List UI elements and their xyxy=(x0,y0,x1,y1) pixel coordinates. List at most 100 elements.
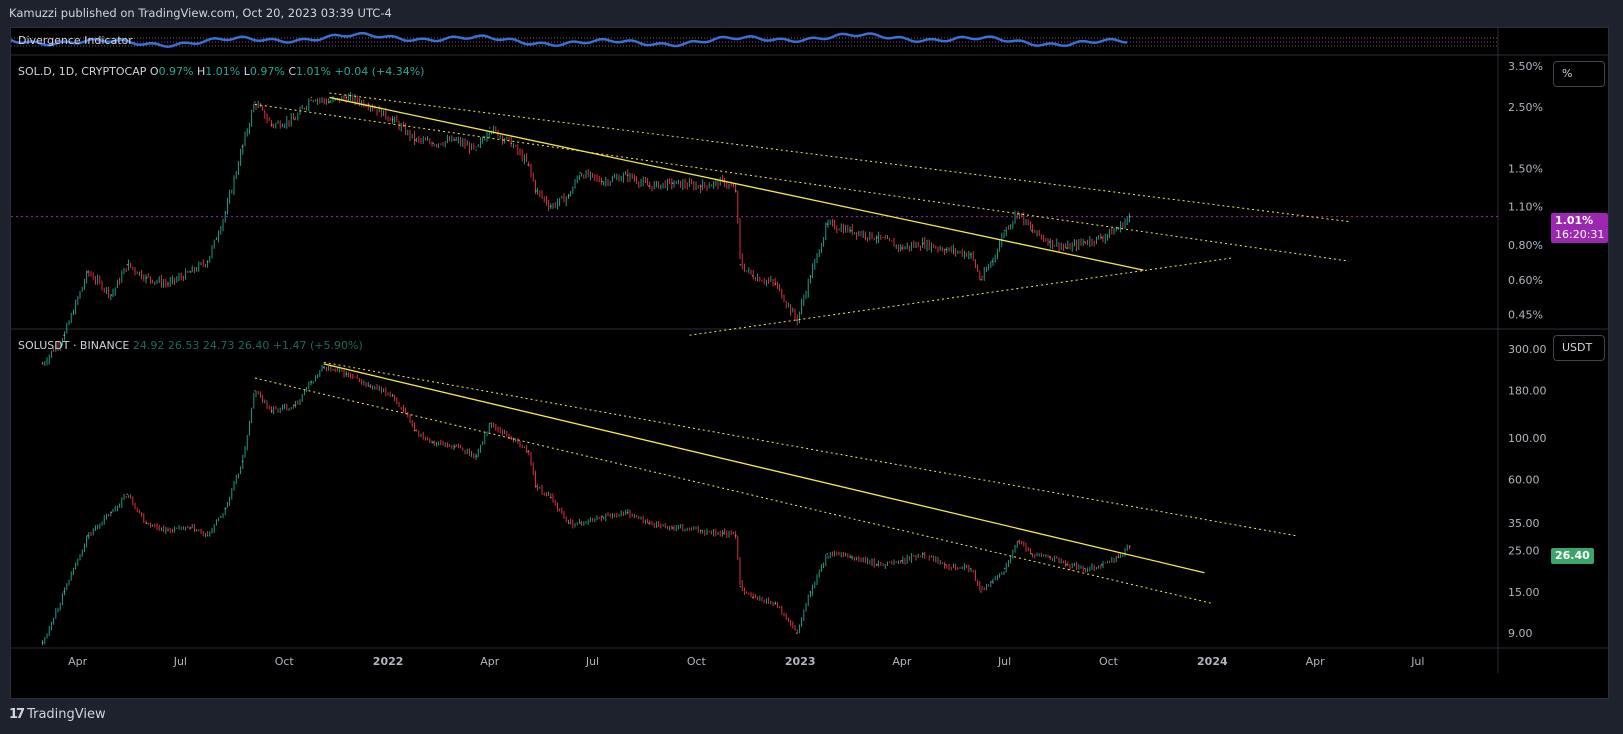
top-pane-legend: SOL.D, 1D, CRYPTOCAP O0.97% H1.01% L0.97… xyxy=(18,65,424,78)
top-data-point xyxy=(41,363,44,365)
x-axis-label: Jul xyxy=(173,655,187,668)
bottom-data-point xyxy=(1117,556,1120,559)
percent-scale-button[interactable]: % xyxy=(1553,61,1605,87)
usdt-scale-button[interactable]: USDT xyxy=(1553,335,1605,361)
top-data-point xyxy=(549,205,552,208)
top-data-point xyxy=(700,185,702,187)
bottom-data-point xyxy=(549,496,552,499)
bottom-data-point xyxy=(700,529,702,532)
top-data-point xyxy=(391,118,394,121)
top-data-point xyxy=(63,334,65,337)
bottom-data-point xyxy=(922,552,925,555)
top-data-point xyxy=(735,190,737,192)
bottom-data-point xyxy=(850,556,852,559)
bottom-change: +1.47 (+5.90%) xyxy=(272,339,363,352)
top-price-value: 1.01% xyxy=(1555,214,1594,227)
top-data-point xyxy=(453,139,456,141)
bottom-data-point xyxy=(368,385,370,387)
bottom-y-tick-label: 60.00 xyxy=(1508,474,1540,487)
bottom-data-point xyxy=(145,522,148,525)
bottom-data-point xyxy=(345,373,348,376)
top-data-point xyxy=(475,149,477,151)
top-data-point xyxy=(1048,241,1051,243)
bottom-data-point xyxy=(901,560,903,562)
top-y-tick-label: 0.80% xyxy=(1508,239,1543,252)
bottom-data-point xyxy=(567,522,570,525)
chart-frame[interactable]: 3.50% 2.50% 1.50% 1.10% 0.80% 0.60% 0.45% 300.0… xyxy=(10,27,1610,700)
top-data-point xyxy=(488,127,491,129)
bottom-data-point xyxy=(735,534,737,537)
top-data-point xyxy=(167,283,169,285)
top-data-point xyxy=(535,190,537,192)
top-c-label: C xyxy=(288,65,297,78)
bottom-y-tick-label: 180.00 xyxy=(1508,385,1547,398)
bottom-data-point xyxy=(739,585,742,588)
bottom-data-point xyxy=(752,596,754,599)
top-h-label: H xyxy=(197,65,206,78)
bottom-data-point xyxy=(167,529,169,532)
tradingview-logo[interactable]: 17 TradingView xyxy=(9,707,106,722)
top-trendline-solid xyxy=(329,96,1144,271)
bottom-data-point xyxy=(809,591,812,593)
bottom-data-point xyxy=(271,410,273,412)
bottom-data-point xyxy=(722,532,725,534)
top-data-point xyxy=(527,163,529,166)
top-data-point xyxy=(293,118,296,121)
bottom-data-point xyxy=(475,455,477,458)
top-data-point xyxy=(189,271,192,273)
bottom-data-point xyxy=(63,591,65,593)
x-axis-label: Apr xyxy=(1306,655,1326,668)
top-data-point xyxy=(1083,241,1086,243)
top-data-point xyxy=(796,319,798,322)
bottom-data-point xyxy=(224,507,227,510)
bottom-data-point xyxy=(991,580,993,583)
x-axis-label: 2022 xyxy=(373,655,404,668)
top-data-point xyxy=(1065,247,1068,249)
top-data-point xyxy=(310,96,313,99)
top-data-point xyxy=(579,172,581,174)
bottom-data-point xyxy=(1065,563,1068,566)
x-axis-label: Jul xyxy=(585,655,599,668)
bottom-data-point xyxy=(322,366,325,369)
top-open: 0.97% xyxy=(158,65,194,78)
bottom-data-point xyxy=(626,511,629,514)
top-data-point xyxy=(241,145,244,148)
top-data-point xyxy=(826,223,829,225)
bottom-data-point xyxy=(527,450,529,453)
bottom-data-point xyxy=(1003,567,1006,570)
bottom-y-tick-label: 100.00 xyxy=(1508,432,1547,445)
top-data-point xyxy=(648,185,650,187)
bottom-data-point xyxy=(774,602,777,605)
top-data-point xyxy=(626,174,629,177)
top-change: +0.04 (+4.34%) xyxy=(334,65,425,78)
bottom-data-point xyxy=(1048,556,1051,559)
bottom-data-point xyxy=(126,493,129,496)
bottom-data-point xyxy=(648,522,650,525)
bottom-data-point xyxy=(241,460,244,463)
bottom-y-tick-label: 25.00 xyxy=(1508,544,1540,557)
bottom-trendline-dotted xyxy=(254,377,1213,604)
chart-canvas[interactable]: 3.50% 2.50% 1.50% 1.10% 0.80% 0.60% 0.45% 300.0… xyxy=(11,28,1610,700)
top-trendline-dotted xyxy=(329,92,1350,223)
bottom-data-point xyxy=(876,563,878,566)
top-data-point xyxy=(850,229,852,232)
indicator-label: Divergence Indicator xyxy=(18,34,133,47)
bottom-data-point xyxy=(310,381,313,383)
bottom-data-point xyxy=(1100,563,1103,566)
bottom-low: 24.73 xyxy=(202,339,235,352)
bottom-data-point xyxy=(1129,545,1131,547)
top-data-point xyxy=(368,103,370,106)
top-data-point xyxy=(145,277,148,279)
top-y-tick-label: 3.50% xyxy=(1508,60,1543,73)
bottom-y-tick-label: 300.00 xyxy=(1508,343,1547,356)
publish-header: Kamuzzi published on TradingView.com, Oc… xyxy=(9,6,392,20)
tradingview-icon: 17 xyxy=(9,707,25,722)
top-data-point xyxy=(1003,229,1006,232)
bottom-data-point xyxy=(1017,540,1019,543)
top-data-point xyxy=(980,279,982,281)
top-data-point xyxy=(271,124,273,126)
bottom-data-point xyxy=(86,534,89,537)
bottom-high: 26.53 xyxy=(167,339,200,352)
top-o-label: O xyxy=(149,65,159,78)
top-data-point xyxy=(345,96,348,99)
